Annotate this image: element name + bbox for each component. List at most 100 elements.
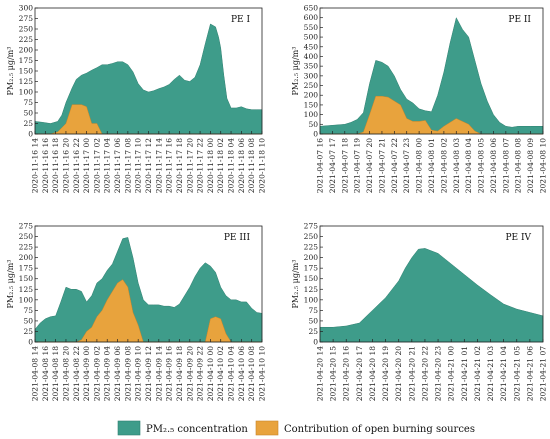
y-tick-label: 100 <box>304 110 319 119</box>
x-tick-time: 02 <box>92 346 101 356</box>
x-tick-time: 02 <box>92 138 101 148</box>
x-tick-time: 14 <box>154 138 163 148</box>
y-tick-label: 600 <box>304 13 319 22</box>
x-tick-date: 2020-11-17 <box>185 150 194 193</box>
x-tick-time: 22 <box>420 346 429 356</box>
y-tick-label: 75 <box>23 98 33 107</box>
x-tick-time: 06 <box>237 138 246 148</box>
x-tick-time: 04 <box>227 346 236 356</box>
x-tick-time: 10 <box>258 138 267 148</box>
y-tick-label: 50 <box>23 316 33 325</box>
y-tick-label: 225 <box>304 243 319 252</box>
x-tick-time: 06 <box>113 138 122 148</box>
x-tick-date: 2021-04-08 <box>464 150 473 193</box>
x-tick-date: 2021-04-20 <box>394 358 403 401</box>
x-tick-time: 16 <box>41 138 50 148</box>
x-tick-time: 21 <box>407 346 416 356</box>
y-tick-label: 300 <box>304 71 319 80</box>
x-tick-date: 2021-04-07 <box>365 150 374 193</box>
y-tick-label: 0 <box>28 338 33 347</box>
y-tick-label: 225 <box>19 243 34 252</box>
y-tick-label: 50 <box>23 109 33 118</box>
x-tick-time: 16 <box>165 138 174 148</box>
x-tick-time: 20 <box>185 346 194 356</box>
x-tick-date: 2021-04-10 <box>206 358 215 401</box>
x-tick-time: 00 <box>82 346 91 356</box>
y-tick-label: 450 <box>304 42 319 51</box>
x-tick-time: 04 <box>103 346 112 356</box>
x-tick-time: 00 <box>415 138 424 148</box>
y-tick-label: 25 <box>23 119 33 128</box>
x-tick-time: 02 <box>473 346 482 356</box>
x-tick-date: 2020-11-18 <box>237 150 246 193</box>
panel-pe-i: 0255075100125150175200225250275300142020… <box>6 4 267 194</box>
x-tick-time: 19 <box>381 346 390 356</box>
pm25-area <box>319 248 544 343</box>
x-tick-date: 2021-04-20 <box>342 358 351 401</box>
x-tick-date: 2021-04-08 <box>477 150 486 193</box>
x-tick-time: 06 <box>113 346 122 356</box>
y-tick-label: 275 <box>304 222 319 231</box>
pm25-area <box>34 23 263 135</box>
y-tick-label: 350 <box>304 62 319 71</box>
y-tick-label: 250 <box>304 81 319 90</box>
y-tick-label: 100 <box>19 88 34 97</box>
x-tick-time: 12 <box>144 138 153 148</box>
y-tick-label: 175 <box>19 56 34 65</box>
x-tick-time: 07 <box>539 346 548 356</box>
panel-pe-ii: 0501001502002503003504004505005506006501… <box>291 4 548 194</box>
x-tick-date: 2020-11-18 <box>227 150 236 193</box>
x-tick-date: 2021-04-08 <box>61 358 70 401</box>
y-tick-label: 175 <box>19 264 34 273</box>
y-tick-label: 175 <box>304 264 319 273</box>
x-tick-time: 04 <box>499 346 508 356</box>
y-tick-label: 25 <box>23 327 33 336</box>
x-tick-time: 18 <box>51 138 60 148</box>
x-tick-time: 10 <box>539 138 548 148</box>
x-tick-date: 2020-11-17 <box>196 150 205 193</box>
x-tick-time: 00 <box>206 138 215 148</box>
x-tick-date: 2021-04-20 <box>316 358 325 401</box>
x-tick-date: 2021-04-07 <box>316 150 325 193</box>
panel-title: PE IV <box>505 233 531 243</box>
x-tick-date: 2021-04-08 <box>72 358 81 401</box>
x-tick-date: 2021-04-07 <box>390 150 399 193</box>
x-tick-date: 2021-04-20 <box>434 358 443 401</box>
y-tick-label: 550 <box>304 23 319 32</box>
x-tick-time: 08 <box>514 138 523 148</box>
x-tick-date: 2021-04-09 <box>113 358 122 401</box>
y-tick-label: 125 <box>19 285 34 294</box>
x-tick-date: 2020-11-17 <box>92 150 101 193</box>
y-tick-label: 275 <box>19 14 34 23</box>
x-tick-date: 2020-11-18 <box>216 150 225 193</box>
y-tick-label: 75 <box>23 306 33 315</box>
x-tick-date: 2021-04-20 <box>420 358 429 401</box>
x-tick-time: 06 <box>489 138 498 148</box>
x-tick-time: 16 <box>41 346 50 356</box>
x-tick-date: 2021-04-21 <box>499 358 508 401</box>
x-tick-time: 04 <box>103 138 112 148</box>
y-tick-label: 50 <box>308 120 318 129</box>
legend-swatch-pm25 <box>117 420 141 436</box>
x-tick-date: 2021-04-09 <box>82 358 91 401</box>
x-tick-time: 14 <box>154 346 163 356</box>
x-tick-time: 20 <box>61 138 70 148</box>
x-tick-date: 2021-04-09 <box>134 358 143 401</box>
x-tick-date: 2021-04-09 <box>196 358 205 401</box>
x-tick-time: 22 <box>196 346 205 356</box>
x-tick-date: 2020-11-17 <box>103 150 112 193</box>
x-tick-date: 2020-11-17 <box>134 150 143 193</box>
x-tick-time: 04 <box>227 138 236 148</box>
x-tick-time: 16 <box>316 138 325 148</box>
legend-swatch-burning <box>255 420 279 436</box>
x-tick-date: 2020-11-17 <box>113 150 122 193</box>
x-tick-time: 20 <box>61 346 70 356</box>
x-tick-date: 2021-04-08 <box>514 150 523 193</box>
x-tick-date: 2021-04-21 <box>512 358 521 401</box>
x-tick-date: 2021-04-09 <box>154 358 163 401</box>
x-tick-date: 2020-11-18 <box>247 150 256 193</box>
x-tick-time: 03 <box>486 346 495 356</box>
x-tick-date: 2021-04-07 <box>377 150 386 193</box>
x-tick-time: 18 <box>340 138 349 148</box>
